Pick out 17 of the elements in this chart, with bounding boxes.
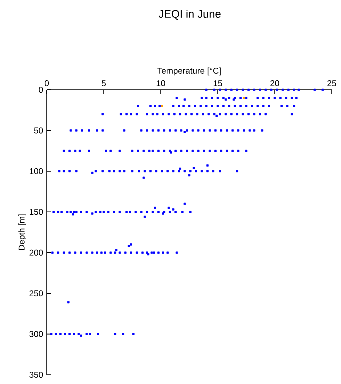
x-tick-label: 15: [214, 80, 222, 86]
y-tick-label: 150: [30, 209, 44, 216]
y-tick-label: 0: [39, 87, 44, 93]
y-tick-label: 50: [34, 128, 44, 134]
y-tick-label: 200: [30, 250, 44, 256]
y-tick-label: 350: [30, 372, 44, 378]
chart-title: JEQI in June: [158, 10, 221, 20]
x-tick-label: 0: [44, 80, 50, 86]
x-tick-label: 5: [102, 80, 106, 86]
y-tick-label: 100: [30, 168, 44, 174]
y-tick-label: 250: [30, 290, 44, 297]
y-tick-label: 300: [30, 331, 44, 338]
x-tick-label: 10: [156, 80, 166, 86]
x-tick-label: 20: [270, 80, 280, 86]
x-axis-title: Temperature [°C]: [158, 68, 221, 76]
x-tick-label: 25: [328, 80, 336, 86]
y-axis-title: Depth [m]: [18, 214, 27, 250]
